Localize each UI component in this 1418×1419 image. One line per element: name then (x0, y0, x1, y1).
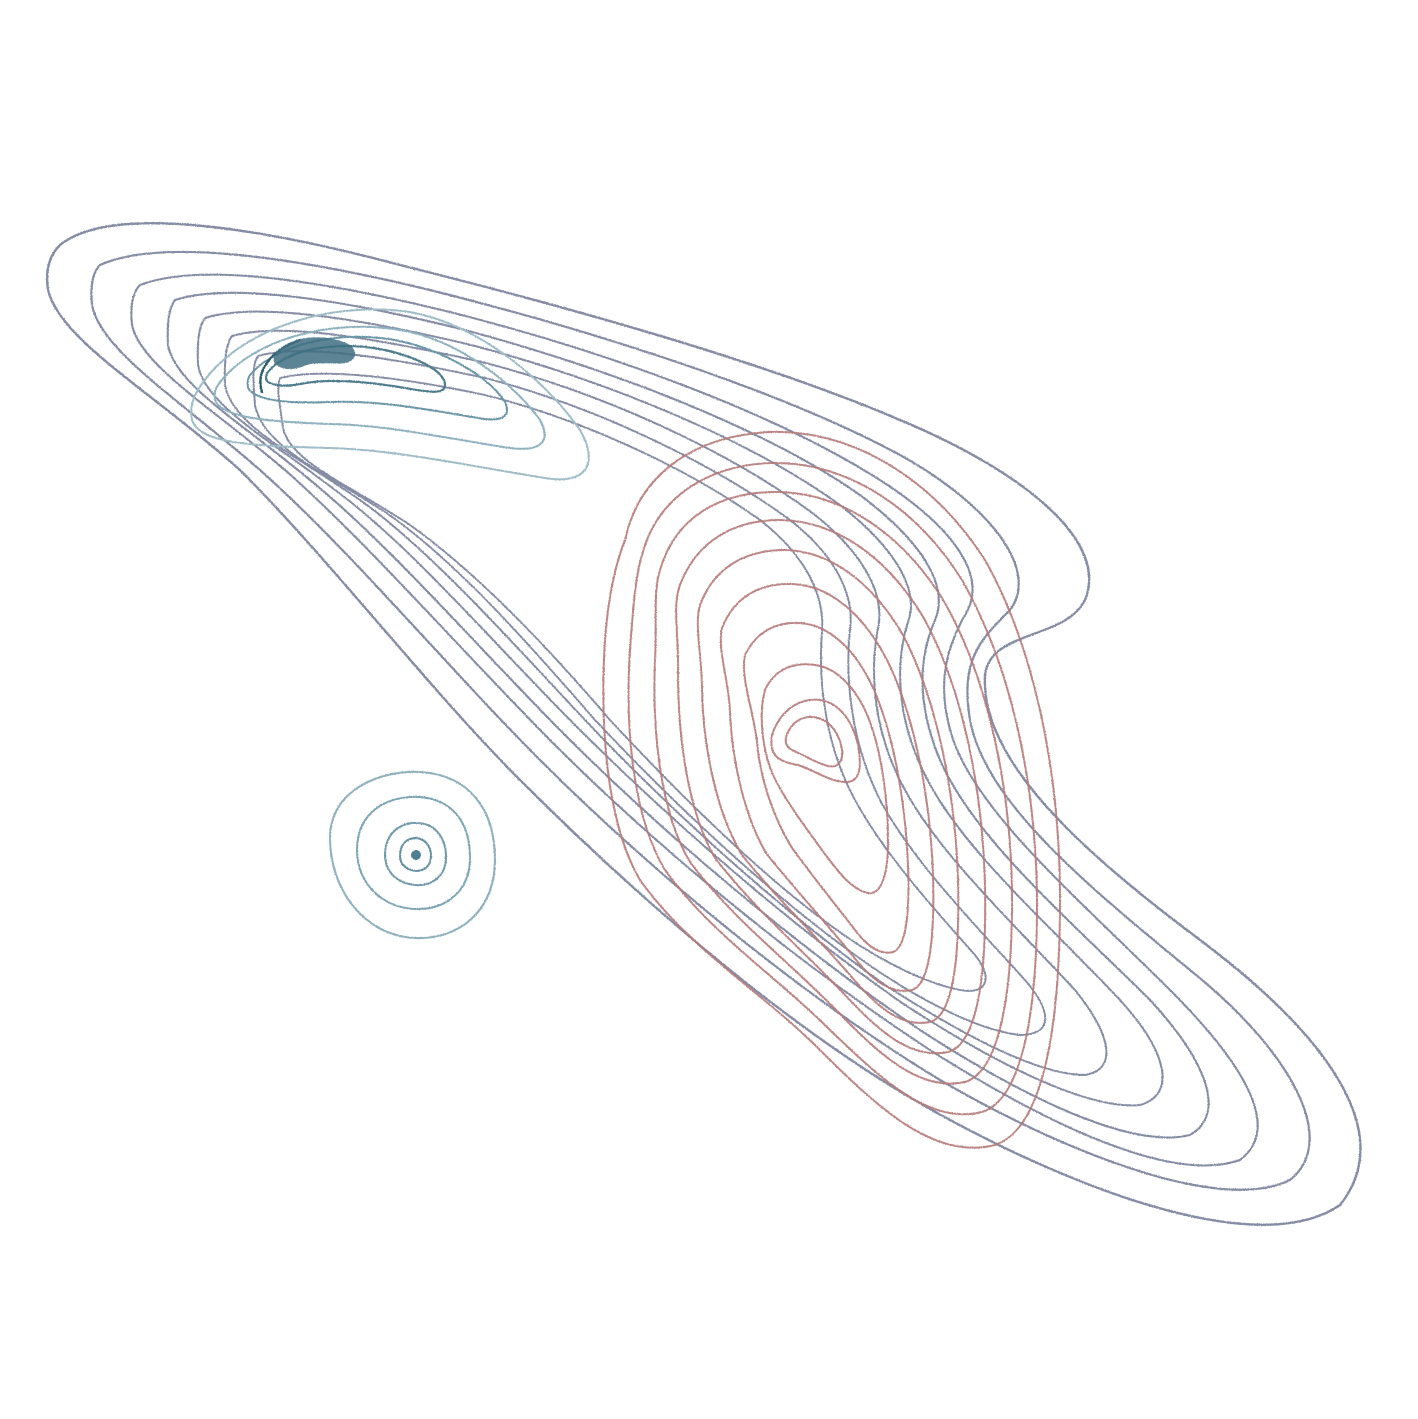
rose-contour-group (602, 430, 1061, 1149)
rose-contour-5 (696, 549, 960, 1024)
rose-contour-2 (627, 461, 1039, 1116)
teal-contour-1 (190, 308, 590, 481)
rose-contour-7 (743, 621, 910, 954)
gray-contour-8 (277, 372, 987, 992)
teal-contour-2 (213, 325, 546, 450)
gray-contour-1 (46, 222, 1362, 1226)
gray-contour-6 (223, 329, 1108, 1076)
gray-contour-7 (252, 350, 1046, 1036)
circle-contour-4 (399, 837, 432, 872)
rose-contour-1 (602, 430, 1061, 1149)
circle-core-dot (411, 850, 421, 860)
gray-contour-5 (196, 310, 1164, 1107)
gray-contour-3 (130, 273, 1259, 1167)
rose-contour-10 (784, 715, 844, 768)
teal-upper-contour-group (190, 308, 590, 481)
teal-contour-4 (264, 345, 447, 393)
rose-contour-8 (760, 663, 889, 895)
teal-dense-core (273, 337, 355, 370)
teal-small-contour-group (328, 770, 497, 940)
circle-contour-2 (356, 795, 471, 911)
circle-contour-1 (328, 770, 497, 940)
teal-contour-3 (246, 335, 508, 421)
rose-contour-6 (719, 582, 935, 992)
gray-contour-4 (166, 291, 1210, 1139)
gray-blue-contour-group (46, 222, 1362, 1226)
gray-contour-2 (90, 250, 1311, 1191)
rose-contour-9 (770, 698, 861, 783)
rose-contour-4 (675, 519, 987, 1055)
rose-contour-3 (653, 491, 1014, 1085)
circle-contour-3 (384, 821, 447, 887)
